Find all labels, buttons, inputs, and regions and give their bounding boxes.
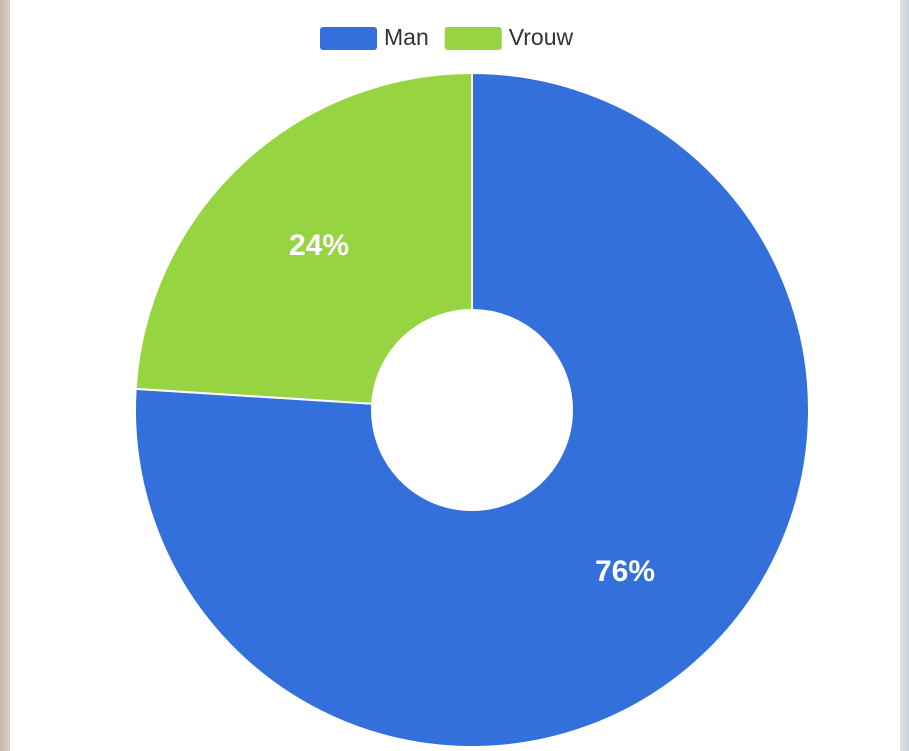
legend-label: Man bbox=[384, 24, 429, 50]
slice bbox=[134, 71, 810, 748]
slice bbox=[134, 71, 473, 405]
legend-swatch bbox=[444, 27, 502, 50]
legend-item: Vrouw bbox=[444, 24, 574, 50]
legend-label: Vrouw bbox=[509, 24, 574, 50]
legend-swatch bbox=[320, 27, 377, 50]
legend-item: Man bbox=[320, 24, 429, 50]
slice-label: 76% bbox=[595, 555, 655, 588]
slice-label: 24% bbox=[289, 229, 349, 262]
